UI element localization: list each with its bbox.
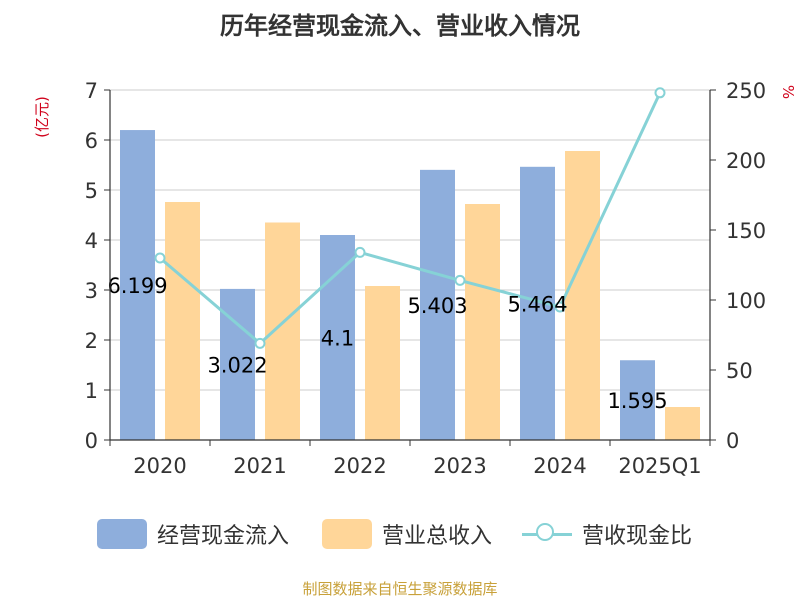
- data-label-cash-inflow: 3.022: [207, 353, 267, 377]
- y-right-tick-label: 200: [726, 149, 766, 173]
- y-right-tick-label: 50: [726, 359, 753, 383]
- legend-label-cash-inflow: 经营现金流入: [157, 524, 290, 549]
- x-tick-label: 2023: [433, 454, 486, 478]
- bar-revenue: [665, 407, 700, 440]
- legend-swatch-cash-inflow: [97, 519, 147, 549]
- bar-revenue: [465, 204, 500, 440]
- y-left-tick-label: 3: [85, 279, 98, 303]
- bar-cash-inflow: [320, 235, 355, 440]
- bar-revenue: [365, 286, 400, 440]
- y-right-axis-label: %: [779, 85, 797, 99]
- x-tick-label: 2021: [233, 454, 286, 478]
- data-label-cash-inflow: 1.595: [607, 389, 667, 413]
- bar-cash-inflow: [120, 130, 155, 441]
- data-label-cash-inflow: 5.403: [407, 294, 467, 318]
- data-label-cash-inflow: 6.199: [107, 274, 167, 298]
- legend-swatch-revenue: [322, 519, 372, 549]
- bar-revenue: [165, 202, 200, 440]
- data-label-cash-inflow: 4.1: [321, 327, 354, 351]
- x-tick-label: 2022: [333, 454, 386, 478]
- y-left-tick-label: 5: [85, 179, 98, 203]
- ratio-point: [154, 252, 166, 264]
- legend: 经营现金流入 营业总收入 营收现金比: [0, 516, 800, 552]
- ratio-point: [354, 246, 366, 258]
- y-left-tick-label: 7: [85, 79, 98, 103]
- y-left-tick-label: 1: [85, 379, 98, 403]
- y-right-tick-label: 100: [726, 289, 766, 313]
- bar-cash-inflow: [620, 360, 655, 440]
- gridlines: [110, 89, 710, 391]
- legend-item-ratio[interactable]: 营收现金比: [522, 516, 692, 552]
- ratio-point: [254, 337, 266, 349]
- bar-series: [120, 130, 700, 441]
- ratio-point: [554, 301, 566, 313]
- ratio-point: [654, 87, 666, 99]
- legend-item-revenue[interactable]: 营业总收入: [322, 516, 492, 552]
- y-left-tick-label: 0: [85, 429, 98, 453]
- y-left-tick-label: 4: [85, 229, 98, 253]
- y-left-tick-label: 6: [85, 129, 98, 153]
- axes: 0 1 2 3 4 5 6 7 0 50 100 150 200 250 (亿元)% 2020 2021 2022…: [33, 79, 797, 478]
- x-tick-label: 2020: [133, 454, 186, 478]
- data-label-cash-inflow: 5.464: [507, 292, 567, 316]
- bar-cash-inflow: [420, 169, 455, 440]
- legend-label-ratio: 营收现金比: [582, 524, 693, 549]
- legend-swatch-ratio: [522, 519, 572, 549]
- x-tick-label: 2024: [533, 454, 586, 478]
- ratio-line-series: [154, 87, 666, 349]
- legend-label-revenue: 营业总收入: [382, 524, 493, 549]
- ratio-point: [454, 274, 466, 286]
- y-right-tick-label: 150: [726, 219, 766, 243]
- y-right-tick-label: 0: [726, 429, 739, 453]
- y-left-axis-label: (亿元): [33, 96, 51, 138]
- ratio-line: [159, 92, 662, 346]
- y-right-tick-label: 250: [726, 79, 766, 103]
- source-note: 制图数据来自恒生聚源数据库: [302, 580, 498, 598]
- legend-item-cash-inflow[interactable]: 经营现金流入: [97, 516, 289, 552]
- bar-revenue: [565, 151, 600, 440]
- y-left-tick-label: 2: [85, 329, 98, 353]
- bar-revenue: [265, 222, 300, 440]
- chart-title: 历年经营现金流入、营业收入情况: [220, 12, 580, 40]
- data-labels: 6.199 3.022 4.1 5.403 5.464 1.595: [107, 274, 667, 413]
- x-tick-label: 2025Q1: [618, 454, 701, 478]
